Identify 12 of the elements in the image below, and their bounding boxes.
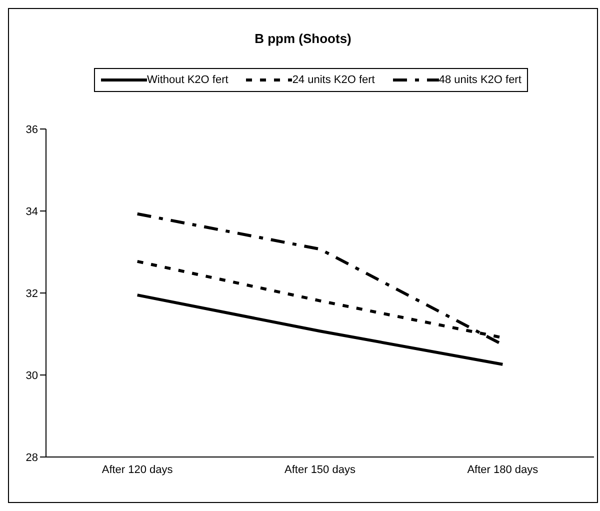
- legend-label: Without K2O fert: [147, 74, 228, 86]
- chart-title: B ppm (Shoots): [254, 31, 352, 46]
- y-tick-label: 34: [26, 206, 38, 218]
- y-tick-label: 30: [26, 370, 38, 382]
- legend-label: 24 units K2O fert: [292, 74, 375, 86]
- x-tick-label: After 150 days: [284, 464, 356, 476]
- y-tick-label: 36: [26, 124, 38, 136]
- y-tick-label: 32: [26, 288, 38, 300]
- x-tick-label: After 120 days: [102, 464, 174, 476]
- x-tick-label: After 180 days: [467, 464, 539, 476]
- y-tick-label: 28: [26, 452, 38, 464]
- legend-label: 48 units K2O fert: [438, 74, 522, 86]
